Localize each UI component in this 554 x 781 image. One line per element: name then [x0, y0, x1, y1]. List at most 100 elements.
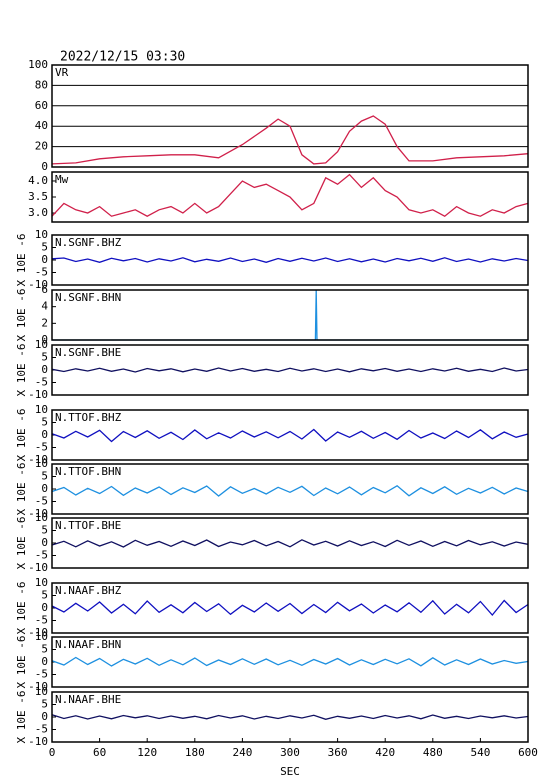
trace [51, 539, 529, 548]
panel-frame [51, 463, 529, 515]
y-tick-label: -10 [28, 680, 48, 693]
y-tick-label: 10 [35, 228, 48, 241]
trace [51, 485, 529, 497]
x-tick-label: 360 [328, 746, 348, 759]
y-tick-label: 0 [41, 655, 48, 668]
y-tick-label: 40 [35, 119, 48, 132]
y-tick-label: 20 [35, 140, 48, 153]
y-tick-label: 0 [41, 253, 48, 266]
y-tick-label: 4 [41, 300, 48, 313]
y-tick-label: -5 [35, 723, 48, 736]
y-tick-label: -10 [28, 626, 48, 639]
y-tick-label: 0 [41, 536, 48, 549]
y-tick-label: -5 [35, 495, 48, 508]
panel-frame [51, 691, 529, 743]
y-tick-label: 0 [41, 333, 48, 346]
y-tick-label: 100 [28, 58, 48, 71]
x-tick-label: 120 [137, 746, 157, 759]
y-tick-label: 5 [41, 524, 48, 537]
y-axis-label: X 10E -6 [15, 463, 28, 516]
y-tick-label: 5 [41, 416, 48, 429]
trace [51, 599, 529, 617]
panel-label: N.SGNF.BHE [55, 346, 121, 359]
chart-title: 2022/12/15 03:30 [60, 50, 185, 65]
panel-label: N.NAAF.BHN [55, 638, 121, 651]
panel-frame [51, 64, 529, 168]
y-tick-label: -10 [28, 388, 48, 401]
y-tick-label: 0 [41, 363, 48, 376]
trace [51, 367, 529, 373]
y-tick-label: 5 [41, 698, 48, 711]
y-tick-label: 0 [41, 601, 48, 614]
y-tick-label: 10 [35, 576, 48, 589]
y-tick-label: 5 [41, 351, 48, 364]
panel-label: Mw [55, 173, 69, 186]
y-axis-label: X 10E -6 [15, 517, 28, 570]
y-tick-label: 0 [41, 428, 48, 441]
x-tick-label: 60 [93, 746, 106, 759]
y-tick-label: 10 [35, 685, 48, 698]
y-tick-label: -5 [35, 266, 48, 279]
y-tick-label: 80 [35, 78, 48, 91]
panel-frame [51, 171, 529, 223]
panel-label: N.NAAF.BHE [55, 693, 121, 706]
y-tick-label: 3.0 [28, 206, 48, 219]
y-tick-label: -5 [35, 441, 48, 454]
panel-label: N.SGNF.BHZ [55, 236, 122, 249]
y-tick-label: -10 [28, 507, 48, 520]
panel-label: N.TTOF.BHN [55, 465, 121, 478]
y-tick-label: 2 [41, 316, 48, 329]
y-tick-label: -5 [35, 549, 48, 562]
x-tick-label: 540 [470, 746, 490, 759]
panel-frame [51, 289, 529, 341]
y-axis-label: X 10E -6 [15, 289, 28, 342]
y-axis-label: X 10E -6 [15, 582, 28, 635]
y-tick-label: 60 [35, 99, 48, 112]
y-tick-label: 10 [35, 457, 48, 470]
x-tick-label: 180 [185, 746, 205, 759]
trace [52, 289, 528, 341]
y-tick-label: 0 [41, 482, 48, 495]
panel-frame [51, 409, 529, 461]
y-tick-label: 3.5 [28, 190, 48, 203]
x-tick-label: 420 [375, 746, 395, 759]
panel-label: N.TTOF.BHZ [55, 411, 122, 424]
trace [51, 115, 529, 165]
trace [51, 714, 529, 720]
y-tick-label: 5 [41, 470, 48, 483]
y-tick-label: 10 [35, 630, 48, 643]
y-tick-label: -10 [28, 278, 48, 291]
y-tick-label: 10 [35, 403, 48, 416]
x-tick-label: 600 [518, 746, 538, 759]
y-tick-label: 5 [41, 589, 48, 602]
panel-frame [51, 344, 529, 396]
x-tick-label: 300 [280, 746, 300, 759]
x-tick-label: 480 [423, 746, 443, 759]
panel-label: VR [55, 66, 69, 79]
y-axis-label: X 10E -6 [15, 409, 28, 462]
trace [51, 656, 529, 667]
panel-frame [51, 234, 529, 286]
y-axis-label: X 10E -6 [15, 344, 28, 397]
panel-label: N.TTOF.BHE [55, 519, 121, 532]
y-tick-label: 4.0 [28, 174, 48, 187]
y-tick-label: -5 [35, 376, 48, 389]
trace [51, 428, 529, 443]
panel-label: N.SGNF.BHN [55, 291, 121, 304]
y-axis-label: X 10E -6 [15, 691, 28, 744]
x-axis-label: SEC [280, 765, 300, 778]
x-tick-label: 0 [49, 746, 56, 759]
y-axis-label: X 10E -6 [15, 234, 28, 287]
panel-frame [51, 636, 529, 688]
y-tick-label: -10 [28, 453, 48, 466]
y-tick-label: -10 [28, 735, 48, 748]
trace [51, 257, 529, 263]
y-tick-label: -10 [28, 561, 48, 574]
x-tick-label: 240 [232, 746, 252, 759]
y-tick-label: 5 [41, 241, 48, 254]
panel-label: N.NAAF.BHZ [55, 584, 122, 597]
y-tick-label: -5 [35, 668, 48, 681]
panel-frame [51, 582, 529, 634]
y-axis-label: X 10E -6 [15, 636, 28, 689]
